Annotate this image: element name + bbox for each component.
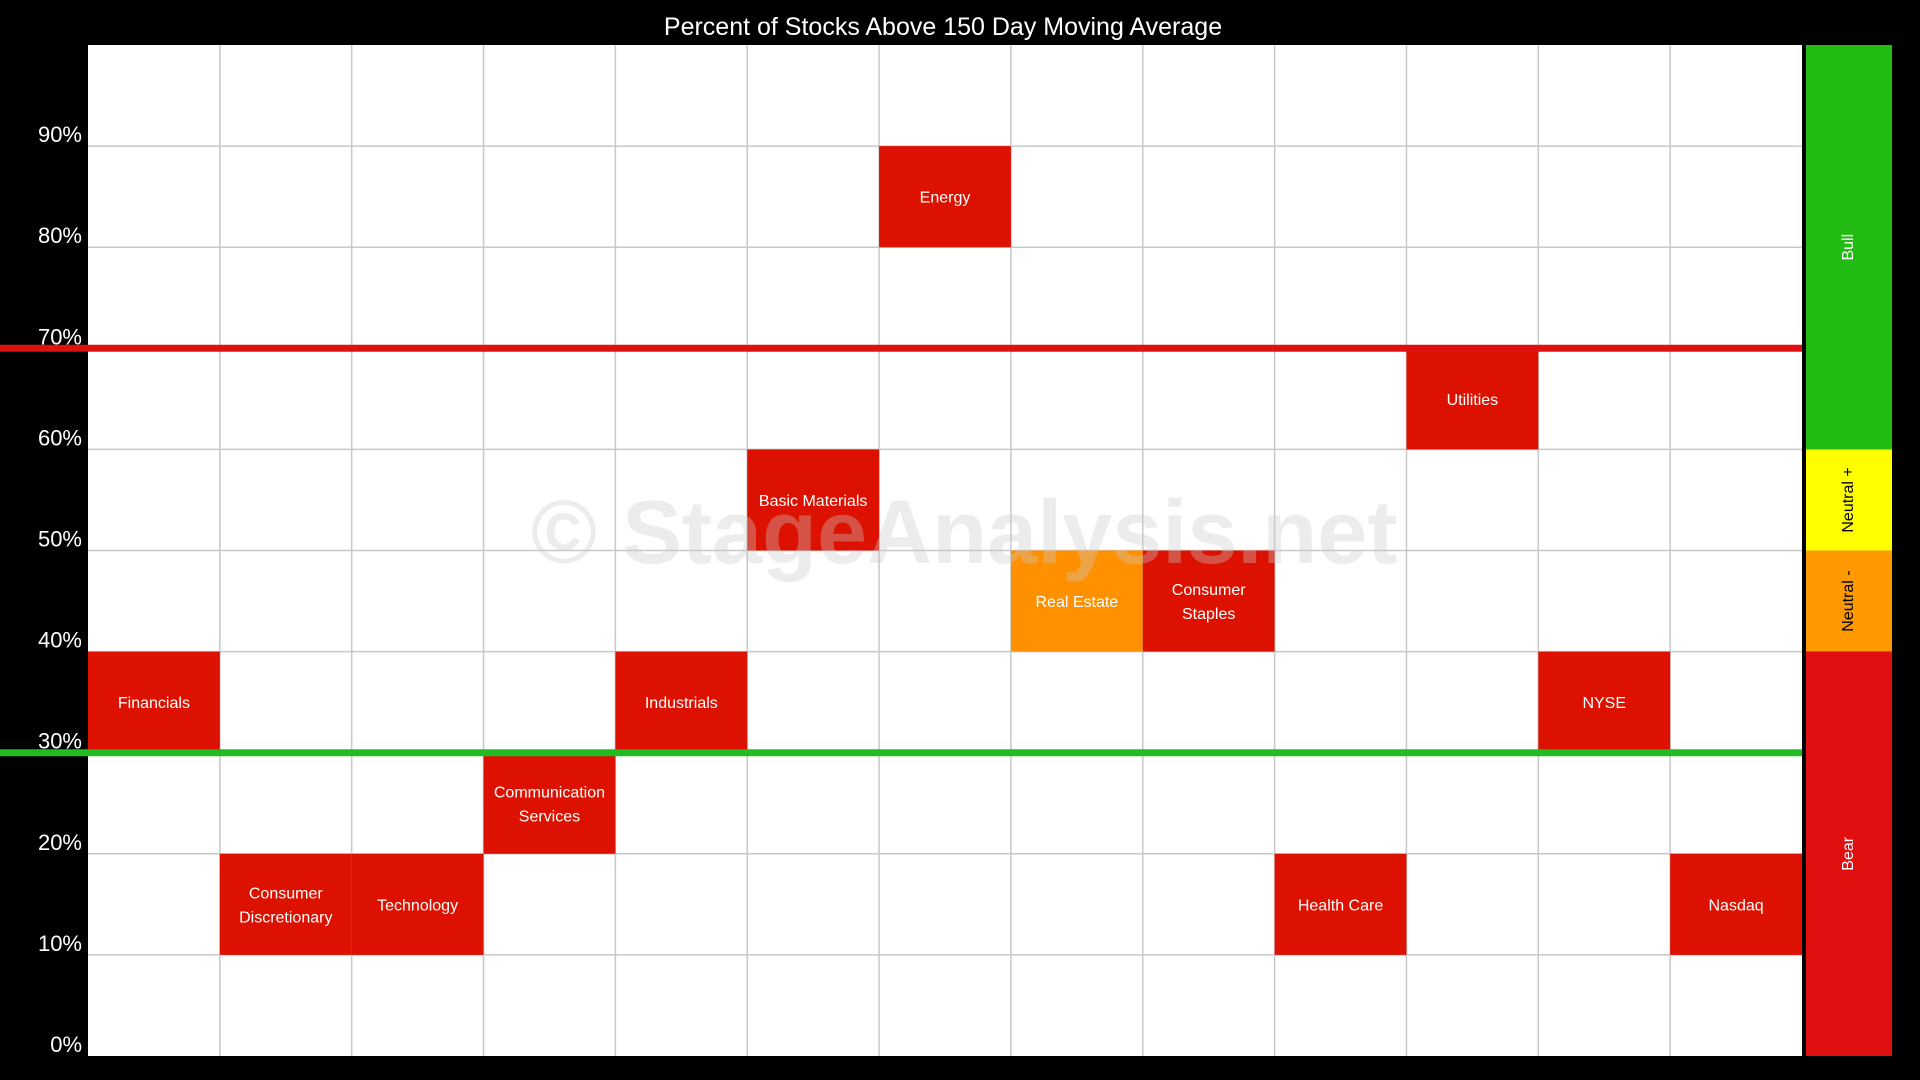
- y-tick-label: 50%: [38, 527, 82, 552]
- cell-label-communication-services: Services: [519, 808, 580, 825]
- sector-cells: Financials Consumer Discretionary Technolog…: [88, 146, 1802, 955]
- y-tick-label: 30%: [38, 729, 82, 754]
- cell-energy: [879, 146, 1011, 248]
- cell-consumer-discretionary: [219, 853, 352, 955]
- cell-nasdaq: [1670, 853, 1802, 955]
- y-tick-label: 10%: [38, 931, 82, 956]
- zone-label-neutral: Neutral +: [1840, 467, 1857, 532]
- cell-label-consumer-staples: Staples: [1182, 606, 1235, 623]
- cell-label-health-care: Health Care: [1298, 897, 1383, 914]
- cell-label-consumer-staples: Consumer: [1172, 582, 1246, 599]
- threshold-lines: [0, 344, 1802, 757]
- y-tick-label: 20%: [38, 830, 82, 855]
- cell-label-real-estate: Real Estate: [1035, 594, 1118, 611]
- cell-real-estate: [1010, 550, 1143, 652]
- cell-communication-services: [483, 752, 616, 854]
- cell-label-utilities: Utilities: [1447, 392, 1499, 409]
- cell-label-consumer-discretionary: Consumer: [249, 885, 323, 902]
- y-tick-label: 90%: [38, 122, 82, 147]
- y-tick-label: 80%: [38, 223, 82, 248]
- zone-bear: [1806, 651, 1892, 1056]
- cell-label-energy: Energy: [920, 190, 971, 207]
- cell-health-care: [1274, 853, 1407, 955]
- cell-label-communication-services: Communication: [494, 784, 605, 801]
- zone-neutral: [1806, 449, 1892, 551]
- cell-label-nyse: NYSE: [1582, 695, 1626, 712]
- cell-label-technology: Technology: [377, 897, 458, 914]
- zone-label-bear: Bear: [1840, 836, 1857, 870]
- watermark-text: © StageAnalysis.net: [531, 483, 1398, 583]
- cell-label-consumer-discretionary: Discretionary: [239, 909, 332, 926]
- cell-industrials: [615, 651, 748, 753]
- cell-basic-materials: [747, 449, 880, 551]
- y-axis-ticks: 0% 10% 20% 30% 40% 50% 60% 70% 80% 90%: [38, 122, 82, 1057]
- cell-consumer-staples: [1142, 550, 1275, 652]
- cell-label-basic-materials: Basic Materials: [759, 493, 867, 510]
- zone-bar: Bull Neutral + Neutral - Bear: [1806, 45, 1892, 1056]
- zone-label-neutral: Neutral -: [1840, 570, 1857, 631]
- y-tick-label: 70%: [38, 324, 82, 349]
- zone-bull: [1806, 45, 1892, 450]
- cell-utilities: [1406, 348, 1539, 450]
- cell-technology: [351, 853, 484, 955]
- zone-neutral: [1806, 550, 1892, 652]
- y-tick-label: 60%: [38, 425, 82, 450]
- cell-nyse: [1538, 651, 1671, 753]
- chart-title: Percent of Stocks Above 150 Day Moving A…: [664, 13, 1222, 41]
- y-tick-label: 0%: [50, 1032, 82, 1057]
- y-tick-label: 40%: [38, 628, 82, 653]
- cell-financials: [88, 651, 220, 753]
- zone-label-bull: Bull: [1840, 234, 1857, 261]
- cell-label-financials: Financials: [118, 695, 190, 712]
- cell-label-industrials: Industrials: [645, 695, 718, 712]
- cell-label-nasdaq: Nasdaq: [1708, 897, 1763, 914]
